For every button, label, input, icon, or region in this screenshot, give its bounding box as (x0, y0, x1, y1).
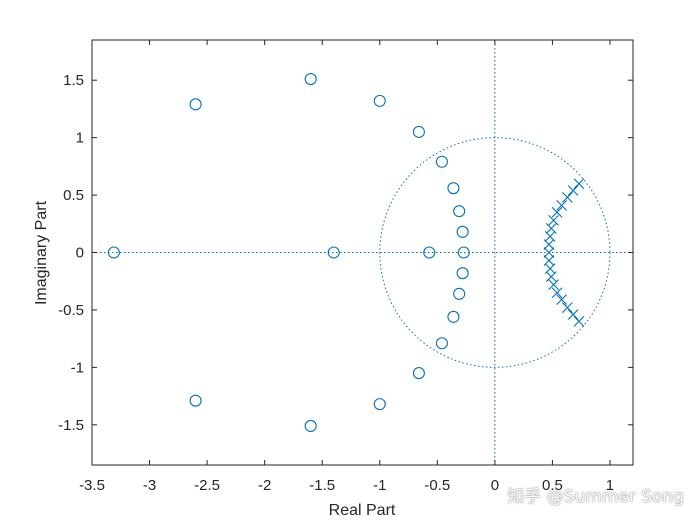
zero-marker (456, 267, 469, 280)
pole-marker (567, 185, 579, 196)
pole-marker (551, 287, 563, 299)
pole-marker (548, 214, 559, 226)
x-axis-label: Real Part (329, 502, 396, 519)
x-tick-label: -2.5 (194, 477, 220, 494)
y-tick-label: 0.5 (63, 187, 84, 204)
pole-marker (545, 271, 557, 283)
zero-marker (189, 98, 202, 111)
x-tick-label: -0.5 (424, 477, 450, 494)
pole-marker (551, 206, 563, 218)
zero-marker (453, 205, 466, 218)
zero-marker (435, 337, 448, 350)
zero-marker (304, 419, 317, 432)
zero-marker (412, 367, 425, 380)
pole-marker (556, 200, 568, 211)
pole-marker (567, 309, 579, 320)
zero-marker (189, 394, 202, 407)
y-tick-label: -1 (71, 359, 84, 376)
x-tick-label: -1 (373, 477, 386, 494)
pole-marker (573, 178, 585, 189)
watermark: 知乎 @Summer Song (507, 487, 684, 507)
zero-marker (457, 246, 470, 259)
x-tick-label: 0.5 (542, 477, 563, 494)
y-tick-label: -0.5 (58, 302, 84, 319)
x-tick-label: -3 (143, 477, 156, 494)
x-tick-label: 1 (606, 477, 614, 494)
y-tick-label: 1 (76, 130, 84, 147)
zero-marker (456, 225, 469, 238)
plot-markers (107, 73, 585, 432)
y-tick-label: 0 (76, 245, 84, 262)
reference-lines (92, 40, 633, 465)
plot-frame (91, 39, 634, 466)
y-axis-label: Imaginary Part (33, 200, 50, 305)
unit-circle (379, 137, 611, 368)
zero-marker (373, 398, 386, 411)
pole-marker (562, 302, 573, 314)
zero-marker (423, 246, 436, 259)
x-tick-label: -3.5 (79, 477, 105, 494)
x-tick-label: -1.5 (309, 477, 335, 494)
zero-marker (412, 125, 425, 138)
zero-marker (327, 246, 340, 259)
pole-marker (548, 279, 559, 291)
x-axis-ticks: -3.5 -3 -2.5 -2 -1.5 -1 -0.5 0 0.5 1 (79, 40, 614, 494)
pole-marker (573, 316, 585, 327)
x-tick-label: 0 (491, 477, 499, 494)
y-tick-label: -1.5 (58, 417, 84, 434)
y-tick-label: 1.5 (63, 72, 84, 89)
pole-marker (545, 222, 557, 234)
pole-marker (556, 294, 568, 305)
zero-marker (304, 73, 317, 86)
pole-marker (543, 247, 555, 258)
x-tick-label: -2 (258, 477, 271, 494)
pole-marker (562, 191, 573, 203)
zero-marker (447, 182, 460, 195)
zero-marker (435, 155, 448, 168)
zero-marker (107, 246, 120, 259)
zero-marker (447, 310, 460, 323)
zero-marker (453, 287, 466, 300)
zero-marker (373, 94, 386, 107)
y-axis-ticks: -1.5 -1 -0.5 0 0.5 1 1.5 (58, 72, 633, 434)
